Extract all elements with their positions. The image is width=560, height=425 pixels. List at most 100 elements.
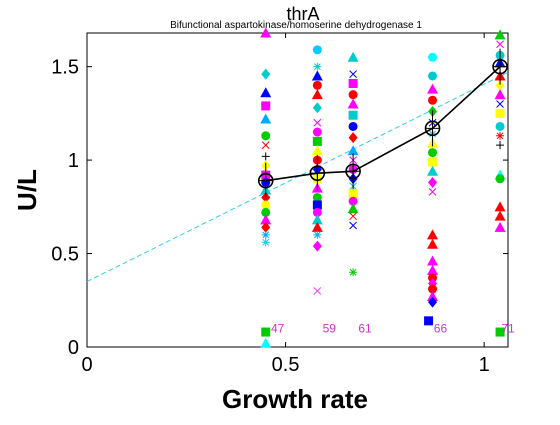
data-point-triangle <box>347 51 359 62</box>
data-point-circle <box>428 273 438 283</box>
data-point-diamond <box>348 132 358 144</box>
data-point-square <box>261 101 271 111</box>
data-point-square <box>312 200 322 210</box>
data-point-triangle <box>427 83 439 94</box>
data-point-triangle <box>494 210 506 221</box>
y-tick-label: 1.5 <box>51 57 79 79</box>
data-point-circle <box>428 148 438 158</box>
chart-title: thrA <box>286 4 319 24</box>
data-point-triangle <box>427 229 439 240</box>
data-point-diamond <box>261 68 271 80</box>
data-point-star <box>261 230 270 239</box>
data-point-circle <box>495 174 505 184</box>
data-point-square <box>495 327 505 337</box>
data-point-diamond <box>312 102 322 114</box>
x-tick-label: 1 <box>479 354 490 376</box>
mean-point-cross <box>425 121 440 136</box>
data-point-circle <box>348 121 358 131</box>
data-point-square <box>261 327 271 337</box>
data-point-circle <box>312 127 322 137</box>
data-point-star <box>496 131 505 140</box>
data-point-triangle <box>260 113 272 124</box>
data-point-x <box>496 100 504 108</box>
data-point-triangle <box>260 214 272 225</box>
x-axis-label: Growth rate <box>222 384 368 414</box>
count-label: 66 <box>434 321 448 335</box>
data-point-circle <box>261 207 271 217</box>
data-point-x <box>349 70 357 78</box>
count-label: 47 <box>271 321 285 335</box>
data-point-triangle <box>494 201 506 212</box>
data-point-triangle <box>311 145 323 156</box>
data-point-x <box>349 212 357 221</box>
data-point-circle <box>428 95 438 105</box>
data-point-circle <box>312 207 322 217</box>
data-point-circle <box>495 121 505 131</box>
data-point-circle <box>428 71 438 81</box>
data-point-circle <box>312 80 322 90</box>
data-point-triangle <box>427 255 439 266</box>
mean-point-cross <box>258 173 273 188</box>
data-point-triangle <box>494 221 506 232</box>
count-label: 59 <box>323 321 337 335</box>
data-point-triangle <box>311 89 323 100</box>
data-point-circle <box>261 131 271 141</box>
data-point-circle <box>261 200 271 210</box>
mean-point-cross <box>493 59 508 74</box>
data-point-triangle <box>427 238 439 249</box>
data-point-triangle <box>260 27 272 38</box>
data-point-plus <box>261 152 270 161</box>
mean-point-cross <box>310 166 325 181</box>
y-tick-label: 0 <box>68 337 79 359</box>
data-point-square <box>348 189 358 199</box>
data-point-circle <box>348 196 358 206</box>
data-point-star <box>349 268 358 277</box>
data-point-diamond <box>312 240 322 252</box>
x-tick-label: 0.5 <box>272 354 300 376</box>
data-point-triangle <box>347 203 359 214</box>
y-tick-label: 0.5 <box>51 244 79 266</box>
data-point-x <box>349 221 357 230</box>
data-point-square <box>348 110 358 120</box>
count-label: 61 <box>358 321 372 335</box>
data-point-diamond <box>261 221 271 233</box>
y-axis-label: U/L <box>12 169 42 211</box>
data-point-diamond <box>428 177 438 189</box>
data-point-x <box>428 188 437 196</box>
data-point-triangle <box>427 291 439 302</box>
data-point-x <box>496 40 504 49</box>
data-point-square <box>424 316 434 326</box>
data-point-circle <box>428 52 438 62</box>
data-point-triangle <box>494 29 506 40</box>
data-point-square <box>312 136 322 146</box>
data-point-circle <box>312 45 322 55</box>
data-point-star <box>313 62 322 71</box>
data-point-star <box>261 238 270 247</box>
y-tick-label: 1 <box>68 150 79 172</box>
data-point-x <box>313 287 322 295</box>
chart-subtitle: Bifunctional aspartokinase/homoserine de… <box>170 20 422 31</box>
data-point-diamond <box>428 296 438 308</box>
data-point-x <box>313 118 322 127</box>
data-point-square <box>495 108 505 118</box>
data-point-triangle <box>260 87 272 98</box>
data-point-triangle <box>347 145 359 156</box>
data-point-star <box>313 230 322 239</box>
data-point-diamond <box>495 79 505 91</box>
data-point-triangle <box>347 98 359 109</box>
data-point-triangle <box>311 70 323 81</box>
data-point-circle <box>428 284 438 294</box>
data-point-square <box>428 157 438 167</box>
data-point-circle <box>312 192 322 202</box>
mean-line <box>265 66 501 182</box>
data-point-triangle <box>311 214 323 225</box>
data-point-x <box>261 141 270 149</box>
x-tick-label: 0 <box>81 354 92 376</box>
fit-line <box>86 71 509 283</box>
data-point-plus <box>496 141 505 150</box>
data-point-triangle <box>260 337 272 348</box>
data-point-circle <box>348 90 358 100</box>
mean-point-cross <box>346 164 361 179</box>
